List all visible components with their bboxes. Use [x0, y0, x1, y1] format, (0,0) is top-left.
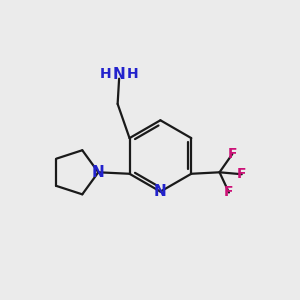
Text: H: H — [127, 67, 138, 81]
Text: N: N — [92, 165, 105, 180]
Text: F: F — [224, 185, 234, 200]
Text: F: F — [228, 147, 237, 161]
Text: H: H — [100, 67, 112, 81]
Text: N: N — [154, 184, 167, 199]
Text: N: N — [113, 67, 125, 82]
Text: F: F — [237, 167, 247, 181]
